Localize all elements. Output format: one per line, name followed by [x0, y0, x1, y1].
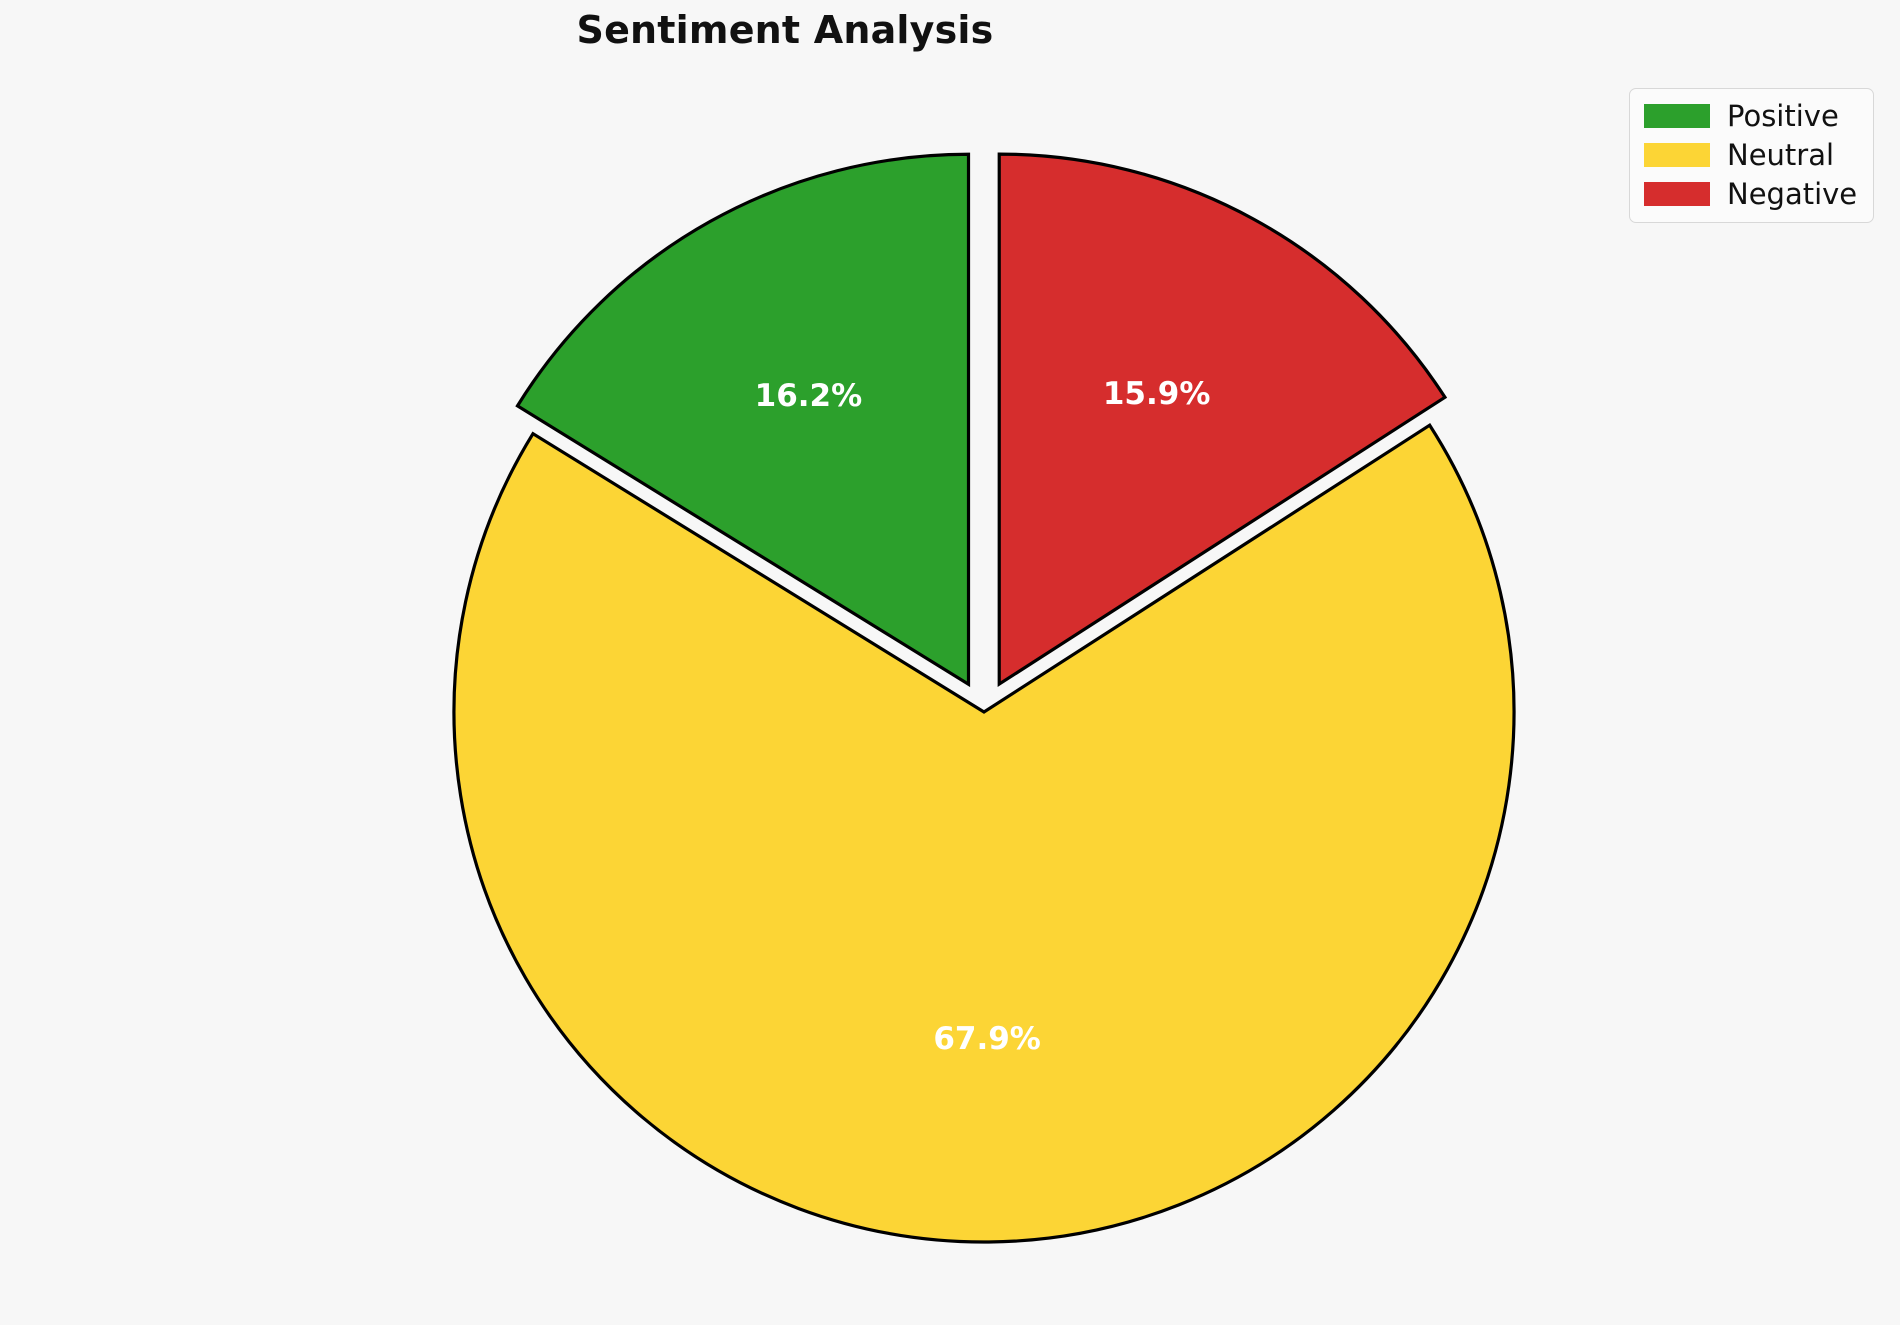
- legend-item-neutral[interactable]: Neutral: [1644, 140, 1857, 170]
- pie-slice-positive[interactable]: [515, 152, 971, 688]
- pie-label-negative: 15.9%: [1103, 376, 1211, 412]
- legend-item-negative[interactable]: Negative: [1644, 179, 1857, 209]
- pie-slice-negative[interactable]: [997, 152, 1448, 688]
- pie-label-positive: 16.2%: [755, 378, 863, 414]
- legend-label-positive: Positive: [1727, 99, 1839, 133]
- pie-label-neutral: 67.9%: [933, 1021, 1041, 1057]
- legend-swatch-negative: [1644, 182, 1710, 206]
- legend-item-positive[interactable]: Positive: [1644, 101, 1857, 131]
- legend-swatch-positive: [1644, 104, 1710, 128]
- page-title: Sentiment Analysis: [576, 8, 994, 52]
- legend-label-neutral: Neutral: [1727, 138, 1835, 172]
- pie-slice-neutral[interactable]: [452, 422, 1516, 1244]
- legend: Positive Neutral Negative: [1629, 88, 1875, 223]
- legend-swatch-neutral: [1644, 143, 1710, 167]
- legend-label-negative: Negative: [1727, 177, 1858, 211]
